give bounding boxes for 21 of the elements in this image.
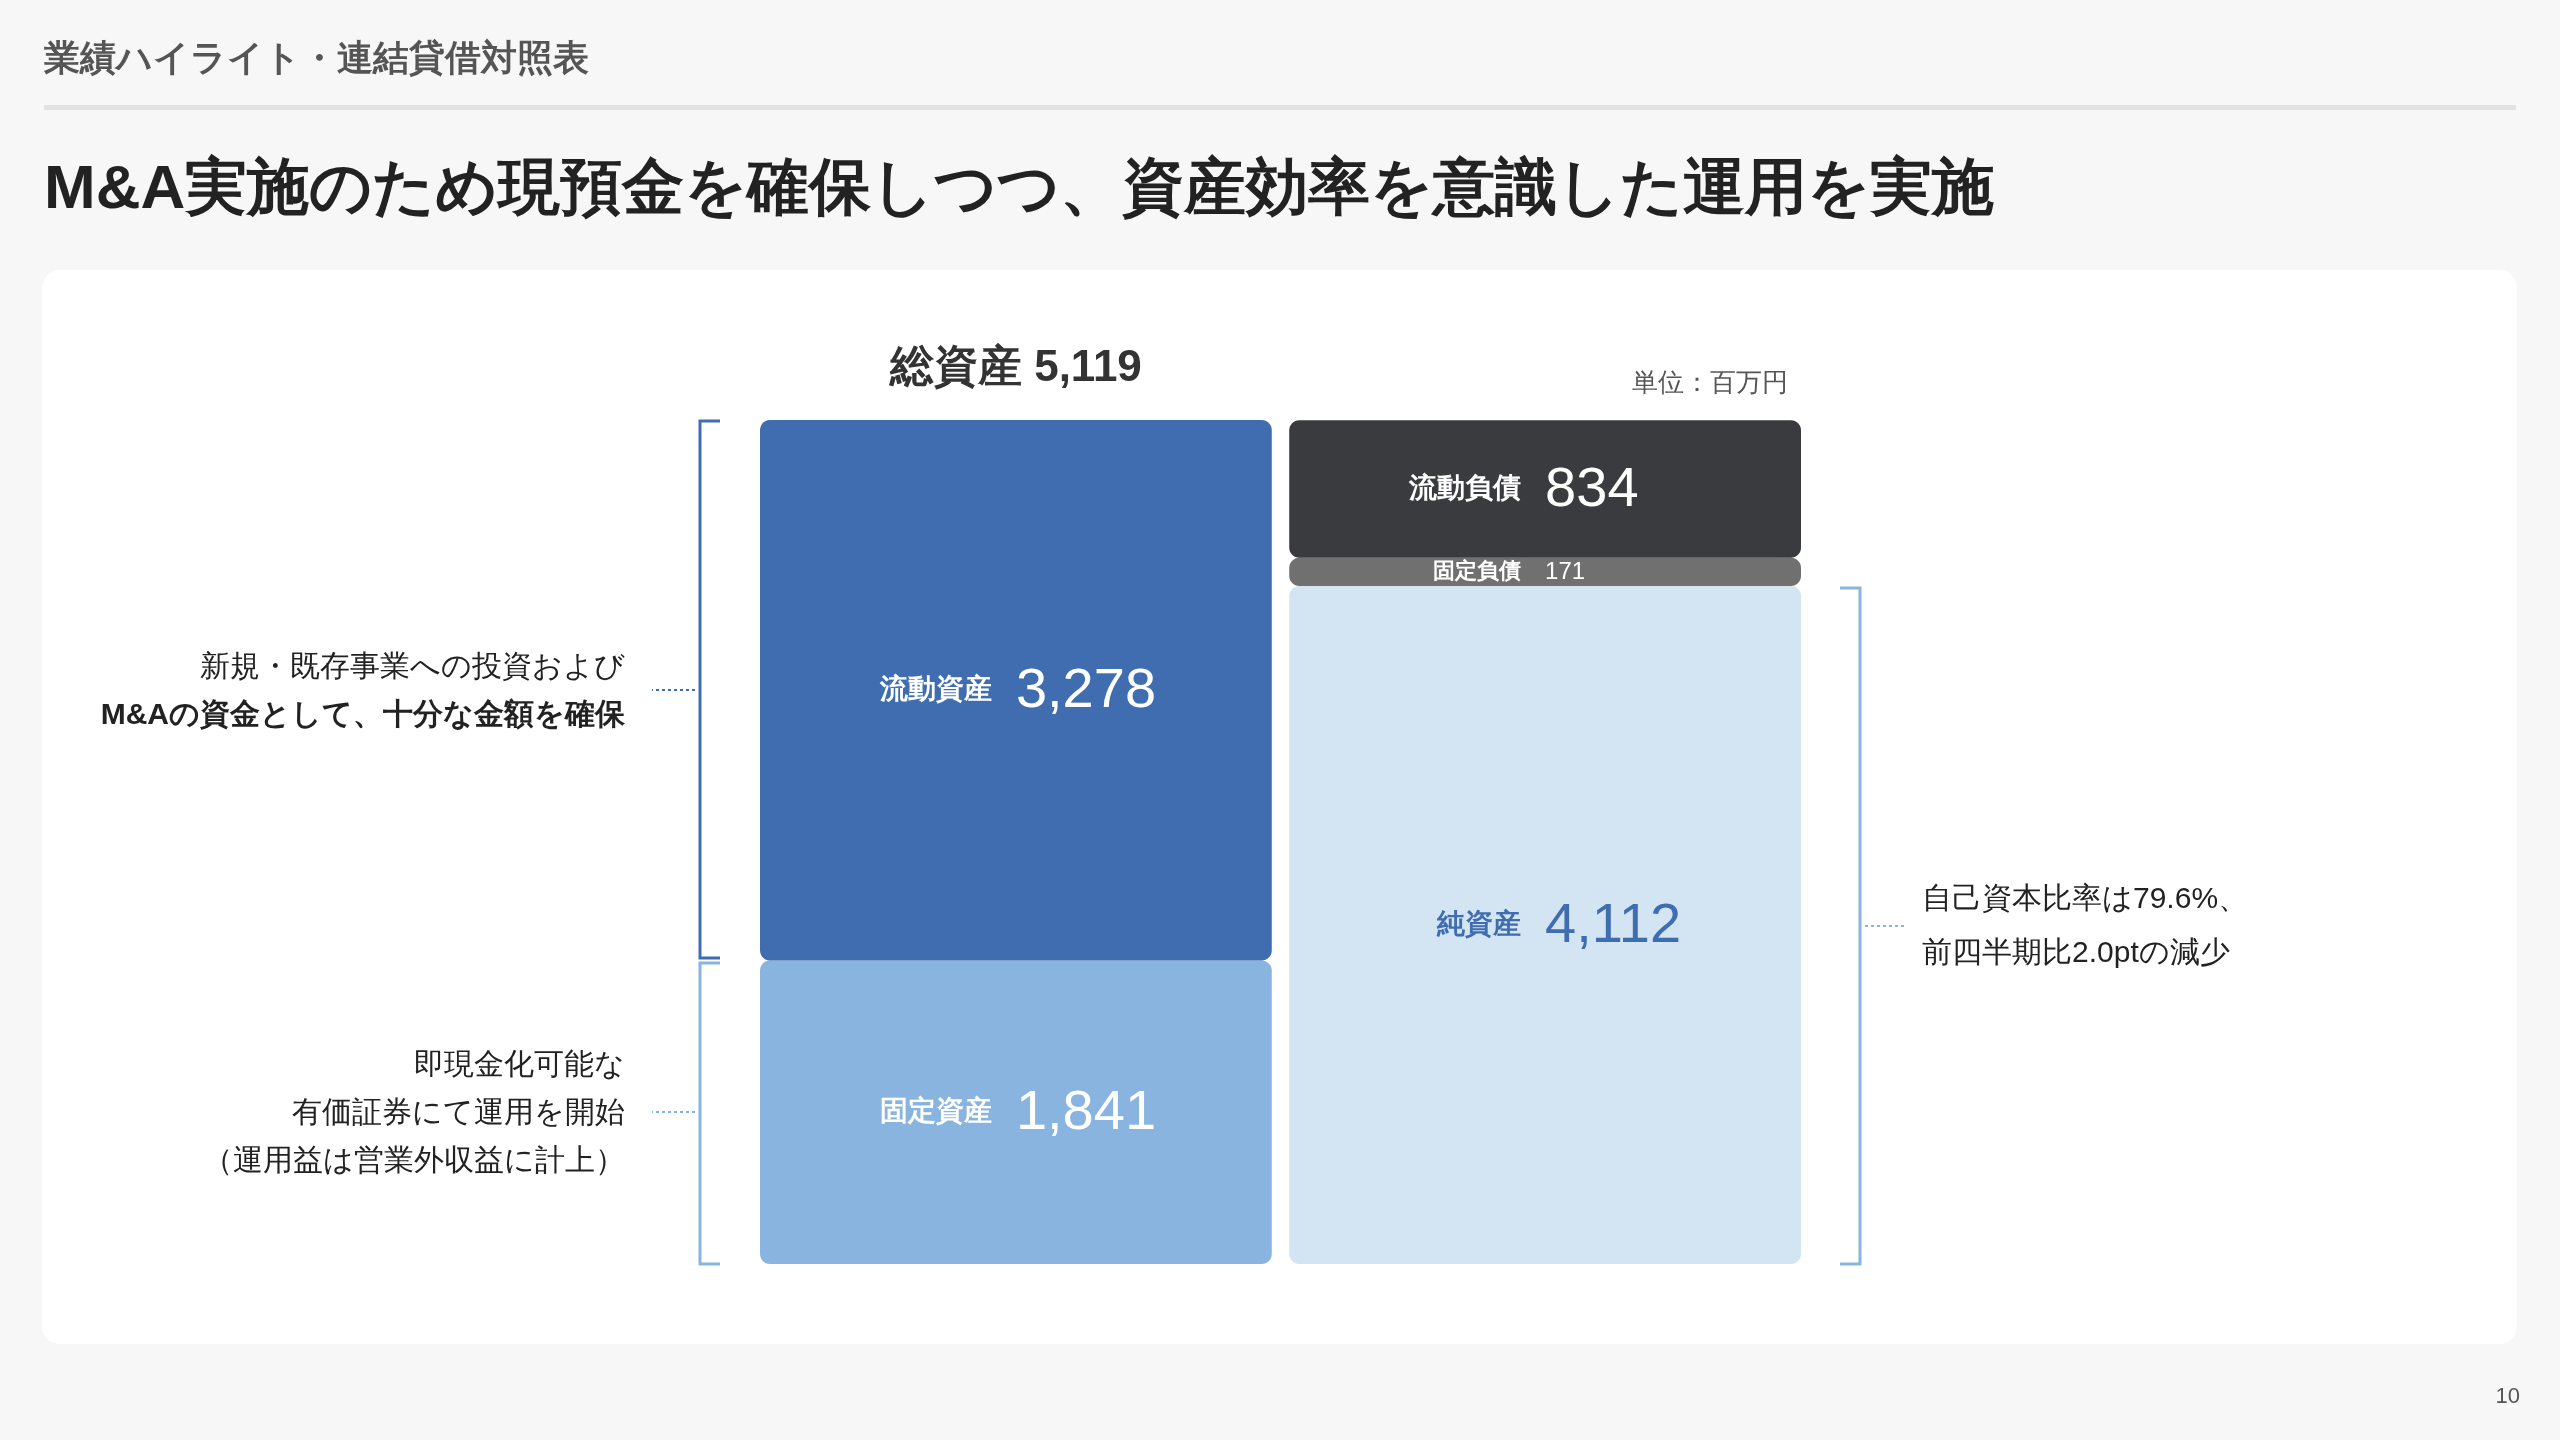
text: 業績ハイライト・連結貸借対照表 [44,36,589,80]
series-label: 固定負債 [1433,557,1522,583]
text: （運用益は営業外収益に計上） [202,1142,625,1178]
text: 10 [2494,1382,2520,1410]
text: 有価証券にて運用を開始 [291,1094,625,1130]
data-label: 1,841 [1015,1078,1157,1142]
text: 単位：百万円 [1632,366,1788,399]
series-label: 流動資産 [878,673,992,705]
text: 即現金化可能な [413,1046,625,1082]
text: 自己資本比率は79.6%、 [1922,880,2249,916]
series-label: 固定資産 [879,1095,992,1127]
text: 前四半期比2.0ptの減少 [1922,934,2230,970]
data-label: 834 [1545,455,1639,519]
chart-title: M&A実施のため現預金を確保しつつ、資産効率を意識した運用を実施 [44,151,1995,223]
total-label: 総資産 5,119 [887,341,1142,390]
data-label: 171 [1545,556,1586,584]
text: 新規・既存事業への投資および M&Aの資金として、十分な金額を確保 [99,648,625,732]
series-label: 純資産 [1436,908,1522,940]
data-label: 3,278 [1015,656,1157,720]
data-label: 4,112 [1545,891,1682,955]
series-label: 流動負債 [1408,472,1522,504]
